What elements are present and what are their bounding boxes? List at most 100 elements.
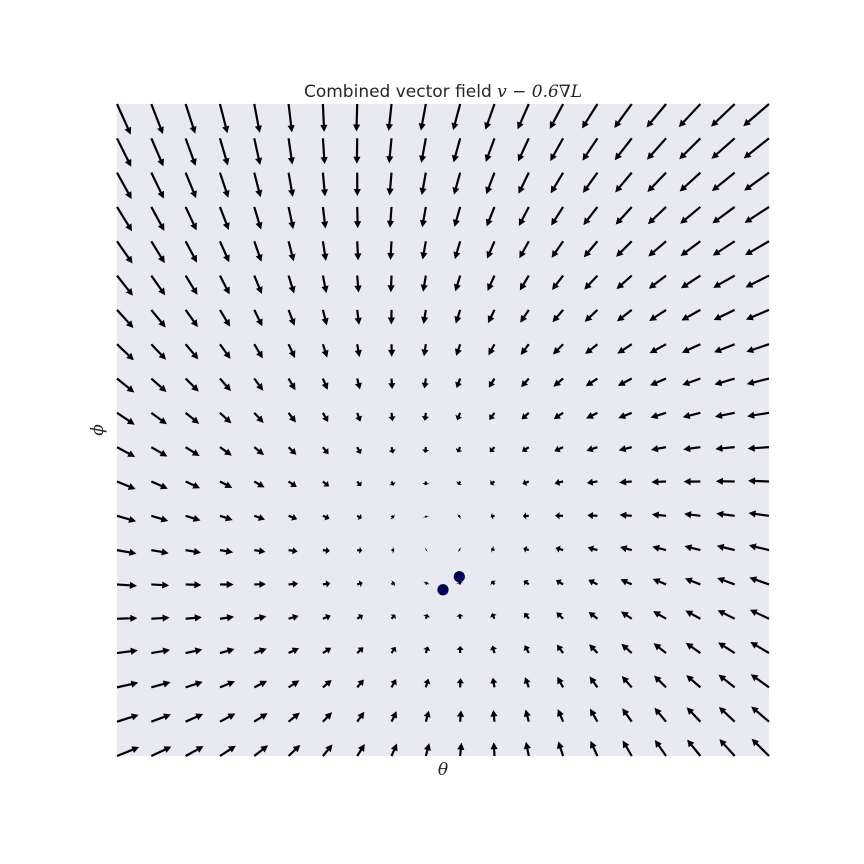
vector-arrow bbox=[423, 743, 431, 757]
vector-arrow bbox=[390, 580, 395, 587]
vector-arrow bbox=[116, 581, 137, 589]
vector-arrow bbox=[116, 309, 134, 328]
vector-arrow bbox=[287, 172, 296, 197]
vector-arrow bbox=[716, 510, 735, 518]
vector-arrow bbox=[750, 674, 770, 689]
vector-arrow bbox=[321, 206, 329, 229]
vector-arrow bbox=[619, 511, 632, 519]
vector-arrow bbox=[650, 377, 667, 386]
vector-arrow bbox=[679, 171, 702, 192]
vector-arrow bbox=[614, 137, 633, 161]
vector-arrow bbox=[322, 513, 330, 521]
vector-arrow bbox=[590, 740, 599, 757]
vector-arrow bbox=[116, 137, 132, 167]
vector-arrow bbox=[322, 480, 330, 487]
chart-title: Combined vector field v − 0.6∇L bbox=[304, 82, 582, 102]
vector-arrow bbox=[218, 275, 230, 295]
vector-arrow bbox=[747, 411, 770, 419]
vector-arrow bbox=[488, 377, 496, 388]
vector-arrow bbox=[219, 580, 234, 589]
vector-arrow bbox=[184, 309, 198, 328]
vector-arrow bbox=[550, 172, 565, 194]
vector-arrow bbox=[685, 642, 701, 654]
vector-arrow bbox=[683, 478, 701, 486]
vector-arrow bbox=[184, 103, 197, 134]
vector-arrow bbox=[322, 580, 331, 588]
vector-arrow bbox=[253, 343, 263, 359]
vector-arrow bbox=[219, 343, 231, 359]
vector-arrow bbox=[218, 240, 230, 263]
vector-arrow bbox=[287, 206, 296, 230]
vector-arrow bbox=[714, 377, 735, 386]
vector-arrow bbox=[385, 103, 393, 132]
vector-arrow bbox=[322, 546, 330, 555]
vector-arrow bbox=[523, 545, 530, 553]
vector-arrow bbox=[356, 711, 365, 723]
vector-arrow bbox=[116, 411, 135, 425]
vector-arrow bbox=[388, 378, 396, 389]
vector-arrow bbox=[185, 581, 202, 589]
vector-arrow bbox=[652, 544, 667, 552]
vector-arrow bbox=[321, 378, 329, 390]
vector-arrow bbox=[388, 412, 396, 422]
vector-arrow bbox=[517, 137, 530, 162]
vector-arrow bbox=[390, 614, 396, 620]
vector-arrow bbox=[650, 411, 667, 420]
vector-arrow bbox=[184, 411, 200, 424]
vector-arrow bbox=[490, 742, 498, 757]
vector-arrow bbox=[489, 412, 496, 420]
vector-arrow bbox=[521, 412, 530, 420]
vector-arrow bbox=[490, 580, 496, 586]
vector-arrow bbox=[682, 377, 701, 387]
vector-arrow bbox=[718, 706, 736, 723]
vector-arrow bbox=[151, 548, 169, 556]
vector-arrow bbox=[219, 547, 234, 555]
vector-arrow bbox=[219, 614, 235, 622]
vector-arrow bbox=[322, 744, 333, 757]
vector-arrow bbox=[747, 444, 770, 452]
vector-arrow bbox=[185, 647, 203, 655]
vector-arrow bbox=[651, 511, 667, 519]
vector-arrow bbox=[253, 206, 263, 230]
vector-arrow bbox=[589, 676, 599, 689]
vector-arrow bbox=[520, 343, 530, 355]
vector-arrow bbox=[588, 611, 599, 620]
vector-arrow bbox=[457, 742, 465, 757]
vector-arrow bbox=[287, 309, 296, 326]
vector-arrow bbox=[287, 240, 296, 262]
vector-arrow bbox=[684, 577, 701, 586]
vector-arrow bbox=[219, 480, 233, 488]
vector-arrow bbox=[219, 680, 235, 689]
vector-arrow bbox=[322, 446, 329, 455]
vector-arrow bbox=[356, 580, 363, 588]
vector-arrow bbox=[555, 579, 564, 586]
vector-arrow bbox=[116, 548, 137, 556]
vector-arrow bbox=[491, 546, 495, 553]
vector-arrow bbox=[454, 309, 462, 324]
vector-arrow bbox=[150, 343, 167, 360]
vector-arrow bbox=[519, 275, 530, 291]
vector-arrow bbox=[586, 445, 598, 453]
vector-arrow bbox=[151, 680, 171, 689]
vector-arrow bbox=[584, 274, 599, 290]
vector-arrow bbox=[287, 446, 297, 455]
vector-arrow bbox=[219, 446, 232, 456]
vector-arrow bbox=[287, 103, 295, 133]
vector-arrow bbox=[151, 581, 170, 589]
vector-arrow bbox=[555, 545, 564, 553]
vector-arrow bbox=[587, 545, 598, 553]
vector-arrow bbox=[185, 680, 203, 689]
vector-arrow bbox=[748, 510, 770, 518]
vector-arrow bbox=[745, 274, 770, 288]
vector-arrow bbox=[622, 740, 633, 757]
vector-arrow bbox=[150, 309, 166, 328]
vector-arrow bbox=[455, 378, 462, 389]
vector-arrow bbox=[219, 514, 233, 522]
vector-arrow bbox=[456, 581, 464, 585]
arrow-layer bbox=[116, 103, 770, 758]
vector-arrow bbox=[356, 513, 362, 521]
vector-arrow bbox=[219, 309, 231, 327]
vector-arrow bbox=[116, 172, 132, 200]
vector-arrow bbox=[716, 543, 735, 552]
